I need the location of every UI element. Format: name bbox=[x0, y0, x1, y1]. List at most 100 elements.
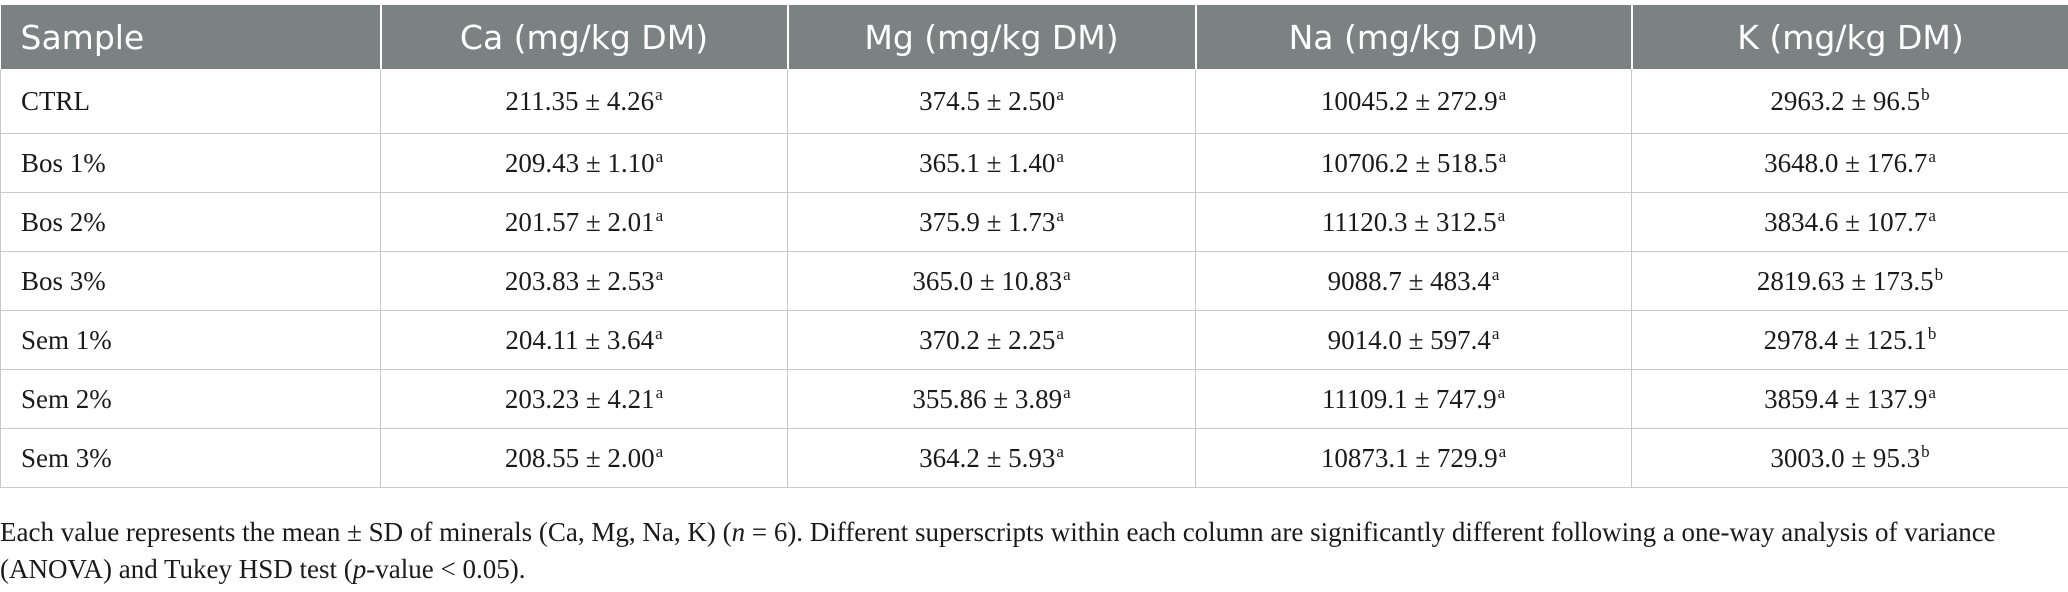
cell-na: 11120.3 ± 312.5a bbox=[1195, 192, 1632, 252]
footnote-text-2: = 6). Different superscripts within each… bbox=[0, 517, 1996, 584]
cell-mg: 365.0 ± 10.83a bbox=[787, 251, 1196, 311]
cell-value: 3859.4 ± 137.9 bbox=[1764, 383, 1928, 414]
table-container: Sample Ca (mg/kg DM) Mg (mg/kg DM) Na (m… bbox=[0, 5, 2068, 488]
footnote-text-3: -value < 0.05). bbox=[366, 554, 526, 584]
cell-value: 204.11 ± 3.64 bbox=[505, 324, 655, 355]
significance-superscript: a bbox=[655, 324, 663, 344]
cell-value: 374.5 ± 2.50 bbox=[919, 85, 1056, 116]
table-row: Bos 1% 209.43 ± 1.10a 365.1 ± 1.40a 10706.2… bbox=[0, 133, 2068, 193]
significance-superscript: b bbox=[1921, 85, 1930, 105]
cell-ca: 201.57 ± 2.01a bbox=[380, 192, 788, 252]
significance-superscript: a bbox=[1491, 324, 1500, 344]
table-row: Bos 3% 203.83 ± 2.53a 365.0 ± 10.83a 9088.7… bbox=[0, 251, 2068, 311]
cell-na: 10045.2 ± 272.9a bbox=[1195, 69, 1632, 134]
significance-superscript: a bbox=[1056, 324, 1064, 344]
cell-ca: 209.43 ± 1.10a bbox=[380, 133, 788, 193]
table-row: CTRL 211.35 ± 4.26a 374.5 ± 2.50a 10045.2 ±… bbox=[0, 69, 2068, 134]
cell-sample: Bos 2% bbox=[0, 192, 381, 252]
cell-ca: 203.83 ± 2.53a bbox=[380, 251, 788, 311]
cell-value: 3648.0 ± 176.7 bbox=[1764, 147, 1928, 178]
significance-superscript: b bbox=[1934, 265, 1944, 285]
table-body: CTRL 211.35 ± 4.26a 374.5 ± 2.50a 10045.2 ±… bbox=[0, 69, 2068, 488]
significance-superscript: a bbox=[1928, 147, 1936, 167]
cell-mg: 370.2 ± 2.25a bbox=[787, 310, 1196, 370]
cell-value: 11120.3 ± 312.5 bbox=[1321, 206, 1497, 237]
header-ca: Ca (mg/kg DM) bbox=[379, 5, 788, 69]
cell-value: 10873.1 ± 729.9 bbox=[1320, 442, 1498, 473]
cell-na: 10706.2 ± 518.5a bbox=[1195, 133, 1632, 193]
significance-superscript: a bbox=[655, 206, 664, 226]
cell-value: 3003.0 ± 95.3 bbox=[1770, 442, 1921, 473]
table-footnote: Each value represents the mean ± SD of m… bbox=[0, 514, 2050, 588]
cell-value: 9088.7 ± 483.4 bbox=[1327, 265, 1491, 296]
cell-value: 203.83 ± 2.53 bbox=[504, 265, 655, 296]
significance-superscript: a bbox=[1063, 265, 1071, 285]
cell-k: 2819.63 ± 173.5b bbox=[1631, 251, 2068, 311]
significance-superscript: b bbox=[1921, 442, 1930, 462]
significance-superscript: a bbox=[1498, 85, 1507, 105]
header-k: K (mg/kg DM) bbox=[1630, 5, 2068, 69]
significance-superscript: a bbox=[1056, 147, 1064, 167]
significance-superscript: a bbox=[1498, 147, 1507, 167]
cell-sample: Sem 1% bbox=[0, 310, 381, 370]
cell-value: 203.23 ± 4.21 bbox=[504, 383, 655, 414]
cell-ca: 203.23 ± 4.21a bbox=[380, 369, 788, 429]
significance-superscript: a bbox=[655, 147, 664, 167]
cell-k: 3834.6 ± 107.7a bbox=[1631, 192, 2068, 252]
cell-sample: CTRL bbox=[0, 69, 381, 134]
cell-value: 2963.2 ± 96.5 bbox=[1770, 85, 1921, 116]
footnote-n-variable: n bbox=[731, 517, 746, 547]
cell-value: 2978.4 ± 125.1 bbox=[1763, 324, 1927, 355]
cell-value: 201.57 ± 2.01 bbox=[504, 206, 655, 237]
cell-value: 10706.2 ± 518.5 bbox=[1320, 147, 1498, 178]
significance-superscript: a bbox=[655, 442, 664, 462]
significance-superscript: b bbox=[1927, 324, 1937, 344]
cell-value: 208.55 ± 2.00 bbox=[504, 442, 655, 473]
cell-value: 2819.63 ± 173.5 bbox=[1756, 265, 1934, 296]
minerals-table: Sample Ca (mg/kg DM) Mg (mg/kg DM) Na (m… bbox=[0, 5, 2068, 488]
header-sample: Sample bbox=[0, 5, 381, 69]
footnote-text-1: Each value represents the mean ± SD of m… bbox=[0, 517, 732, 547]
cell-mg: 355.86 ± 3.89a bbox=[787, 369, 1196, 429]
header-mg: Mg (mg/kg DM) bbox=[786, 5, 1196, 69]
significance-superscript: a bbox=[1056, 206, 1064, 226]
cell-value: 211.35 ± 4.26 bbox=[505, 85, 655, 116]
header-row: Sample Ca (mg/kg DM) Mg (mg/kg DM) Na (m… bbox=[0, 5, 2068, 69]
cell-mg: 374.5 ± 2.50a bbox=[787, 69, 1196, 134]
cell-value: 355.86 ± 3.89 bbox=[912, 383, 1063, 414]
cell-value: 9014.0 ± 597.4 bbox=[1327, 324, 1491, 355]
significance-superscript: a bbox=[1498, 442, 1507, 462]
cell-k: 3859.4 ± 137.9a bbox=[1631, 369, 2068, 429]
header-na: Na (mg/kg DM) bbox=[1194, 5, 1632, 69]
cell-ca: 211.35 ± 4.26a bbox=[380, 69, 788, 134]
significance-superscript: a bbox=[655, 265, 664, 285]
significance-superscript: a bbox=[1497, 206, 1506, 226]
table-row: Bos 2% 201.57 ± 2.01a 375.9 ± 1.73a 11120.3… bbox=[0, 192, 2068, 252]
cell-ca: 204.11 ± 3.64a bbox=[380, 310, 788, 370]
significance-superscript: a bbox=[1928, 206, 1936, 226]
cell-na: 9014.0 ± 597.4a bbox=[1195, 310, 1632, 370]
footnote-p-variable: p bbox=[352, 554, 367, 584]
cell-sample: Bos 1% bbox=[0, 133, 381, 193]
significance-superscript: a bbox=[1491, 265, 1500, 285]
table-row: Sem 1% 204.11 ± 3.64a 370.2 ± 2.25a 9014.0 … bbox=[0, 310, 2068, 370]
cell-value: 364.2 ± 5.93 bbox=[919, 442, 1056, 473]
cell-value: 11109.1 ± 747.9 bbox=[1321, 383, 1497, 414]
significance-superscript: a bbox=[1928, 383, 1936, 403]
cell-sample: Bos 3% bbox=[0, 251, 381, 311]
cell-na: 11109.1 ± 747.9a bbox=[1195, 369, 1632, 429]
cell-value: 209.43 ± 1.10 bbox=[504, 147, 655, 178]
cell-value: 375.9 ± 1.73 bbox=[919, 206, 1056, 237]
cell-ca: 208.55 ± 2.00a bbox=[380, 428, 788, 488]
cell-value: 3834.6 ± 107.7 bbox=[1764, 206, 1928, 237]
cell-mg: 365.1 ± 1.40a bbox=[787, 133, 1196, 193]
cell-k: 2978.4 ± 125.1b bbox=[1631, 310, 2068, 370]
significance-superscript: a bbox=[1056, 442, 1064, 462]
cell-value: 365.0 ± 10.83 bbox=[912, 265, 1063, 296]
cell-value: 10045.2 ± 272.9 bbox=[1320, 85, 1498, 116]
significance-superscript: a bbox=[655, 85, 663, 105]
significance-superscript: a bbox=[655, 383, 664, 403]
cell-k: 3003.0 ± 95.3b bbox=[1631, 428, 2068, 488]
cell-k: 3648.0 ± 176.7a bbox=[1631, 133, 2068, 193]
cell-na: 9088.7 ± 483.4a bbox=[1195, 251, 1632, 311]
